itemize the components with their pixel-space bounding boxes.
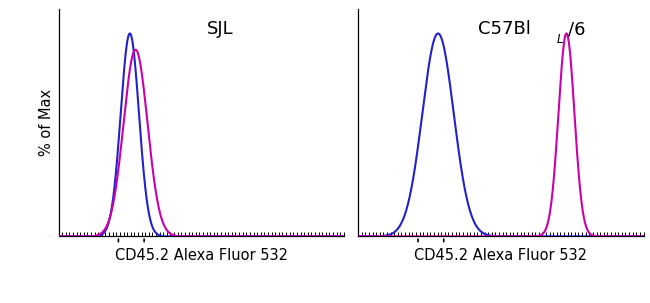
X-axis label: CD45.2 Alexa Fluor 532: CD45.2 Alexa Fluor 532	[114, 248, 288, 263]
Y-axis label: % of Max: % of Max	[40, 89, 55, 156]
X-axis label: CD45.2 Alexa Fluor 532: CD45.2 Alexa Fluor 532	[414, 248, 588, 263]
Text: C57Bl: C57Bl	[478, 21, 531, 38]
Text: /6: /6	[568, 21, 586, 38]
Text: L: L	[556, 33, 563, 46]
Text: SJL: SJL	[207, 21, 233, 38]
